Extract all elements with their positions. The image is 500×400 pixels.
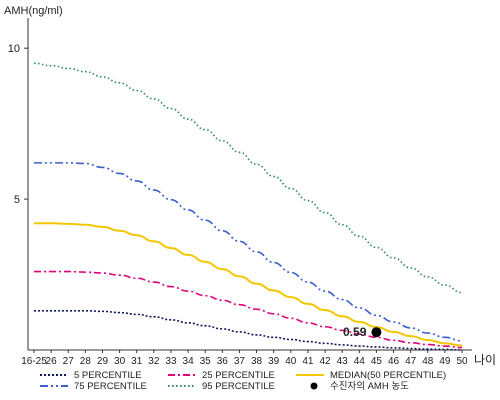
legend-item: 75 PERCENTILE [40, 381, 147, 392]
x-tick-label: 48 [422, 356, 434, 367]
x-tick-label: 30 [114, 356, 126, 367]
y-ticks: 5 10 [8, 43, 28, 206]
x-tick-label: 40 [285, 356, 297, 367]
series-line-75-percentile [33, 162, 463, 342]
x-tick-label: 26 [46, 356, 58, 367]
x-tick-label: 16-25 [21, 356, 47, 367]
highlight-point [371, 327, 382, 338]
legend-item-highlight: 수진자의 AMH 농도 [310, 381, 409, 392]
legend-swatch [310, 382, 318, 390]
series-line-95-percentile [33, 62, 463, 294]
x-tick-label: 41 [302, 356, 314, 367]
x-tick-label: 45 [371, 356, 383, 367]
legend-item: 25 PERCENTILE [168, 370, 275, 381]
series-line-25-percentile [34, 270, 463, 349]
x-tick-label: 35 [200, 356, 212, 367]
x-tick-label: 50 [456, 356, 468, 367]
legend: 5 PERCENTILE 25 PERCENTILE MEDIAN(50 PERCE… [40, 370, 446, 392]
x-tick-label: 42 [319, 356, 331, 367]
x-tick-label: 27 [63, 356, 75, 367]
x-tick-label: 49 [439, 356, 451, 367]
legend-label: MEDIAN(50 PERCENTILE) [330, 370, 446, 381]
x-tick-label: 36 [217, 356, 229, 367]
x-tick-label: 33 [165, 356, 177, 367]
legend-label: 25 PERCENTILE [202, 370, 275, 381]
highlight-value-label: 0.59 [343, 325, 367, 339]
x-tick-label: 31 [131, 356, 143, 367]
legend-label: 5 PERCENTILE [74, 370, 142, 381]
x-tick-label: 47 [405, 356, 417, 367]
x-tick-label: 34 [183, 356, 195, 367]
highlight-group: 0.59 [343, 325, 382, 339]
x-tick-label: 32 [148, 356, 160, 367]
legend-label: 75 PERCENTILE [74, 381, 147, 392]
x-tick-label: 28 [80, 356, 92, 367]
series-line-5-percentile [34, 309, 463, 351]
legend-label: 95 PERCENTILE [202, 381, 275, 392]
series-line-median-50-percentile [33, 222, 463, 347]
x-tick-label: 39 [268, 356, 280, 367]
y-tick-label: 10 [8, 43, 20, 55]
y-tick-label: 5 [14, 194, 20, 206]
y-axis-title: AMH(ng/ml) [4, 5, 63, 17]
legend-item: 95 PERCENTILE [168, 381, 275, 392]
legend-item: MEDIAN(50 PERCENTILE) [296, 370, 446, 381]
x-tick-label: 46 [388, 356, 400, 367]
x-tick-label: 37 [234, 356, 246, 367]
x-axis-title: 나이 [474, 353, 496, 367]
chart-axes: AMH(ng/ml) 나이 [4, 5, 496, 367]
x-tick-label: 29 [97, 356, 109, 367]
x-tick-label: 38 [251, 356, 263, 367]
legend-item: 5 PERCENTILE [40, 370, 142, 381]
legend-label: 수진자의 AMH 농도 [330, 381, 409, 392]
series-lines [33, 62, 463, 351]
x-tick-label: 44 [354, 356, 366, 367]
x-tick-label: 43 [337, 356, 349, 367]
